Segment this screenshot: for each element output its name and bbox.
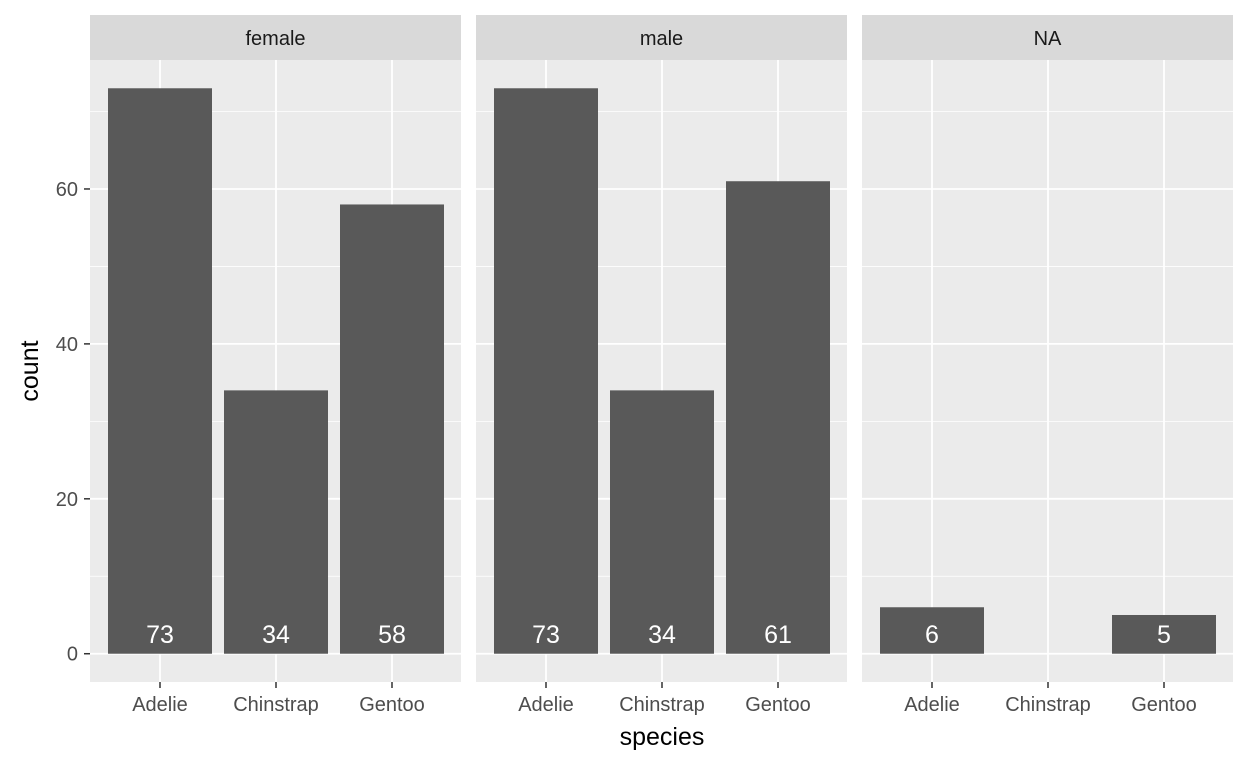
bar-chinstrap bbox=[610, 390, 714, 654]
bar-chinstrap bbox=[224, 390, 328, 654]
y-axis-title: count bbox=[16, 340, 44, 401]
facet-panel-male: male 73 Adelie 34 Chinstrap 61 Gentoo bbox=[476, 15, 847, 716]
x-tick-label: Gentoo bbox=[745, 694, 811, 716]
facet-panel-na: NA 6 Adelie Chinstrap 5 Gentoo bbox=[862, 15, 1233, 716]
x-tick-label: Chinstrap bbox=[233, 694, 319, 716]
y-tick-label: 40 bbox=[56, 334, 78, 356]
bar-value-label: 34 bbox=[262, 621, 290, 649]
x-tick-label: Adelie bbox=[132, 694, 188, 716]
bar-adelie bbox=[494, 88, 598, 654]
bar-gentoo bbox=[340, 204, 444, 654]
facet-strip bbox=[862, 15, 1233, 60]
bar-value-label: 34 bbox=[648, 621, 676, 649]
y-tick-label: 0 bbox=[67, 644, 78, 666]
x-tick-label: Chinstrap bbox=[1005, 694, 1091, 716]
x-axis-title: species bbox=[620, 723, 705, 751]
facet-strip-label: NA bbox=[1034, 28, 1062, 50]
x-tick-label: Adelie bbox=[904, 694, 960, 716]
x-tick-label: Gentoo bbox=[359, 694, 425, 716]
facet-strip-label: male bbox=[640, 28, 683, 50]
bar-gentoo bbox=[726, 181, 830, 654]
x-tick-label: Gentoo bbox=[1131, 694, 1197, 716]
x-tick-label: Chinstrap bbox=[619, 694, 705, 716]
x-tick-label: Adelie bbox=[518, 694, 574, 716]
bar-value-label: 58 bbox=[378, 621, 406, 649]
facet-strip-label: female bbox=[245, 28, 305, 50]
y-axis: 0 20 40 60 bbox=[56, 179, 90, 666]
y-tick-label: 60 bbox=[56, 179, 78, 201]
bar-value-label: 73 bbox=[532, 621, 560, 649]
bar-value-label: 73 bbox=[146, 621, 174, 649]
bar-adelie bbox=[108, 88, 212, 654]
bar-value-label: 61 bbox=[764, 621, 792, 649]
y-tick-label: 20 bbox=[56, 489, 78, 511]
facet-panels: female 73 Adelie 34 Chinstrap 58 Gentoo male 73 A… bbox=[90, 15, 1233, 716]
bar-adelie bbox=[880, 607, 984, 654]
bar-value-label: 5 bbox=[1157, 621, 1171, 649]
bar-value-label: 6 bbox=[925, 621, 939, 649]
facet-strip bbox=[90, 15, 461, 60]
facet-strip bbox=[476, 15, 847, 60]
facet-panel-female: female 73 Adelie 34 Chinstrap 58 Gentoo bbox=[90, 15, 461, 716]
bar-gentoo bbox=[1112, 614, 1216, 654]
